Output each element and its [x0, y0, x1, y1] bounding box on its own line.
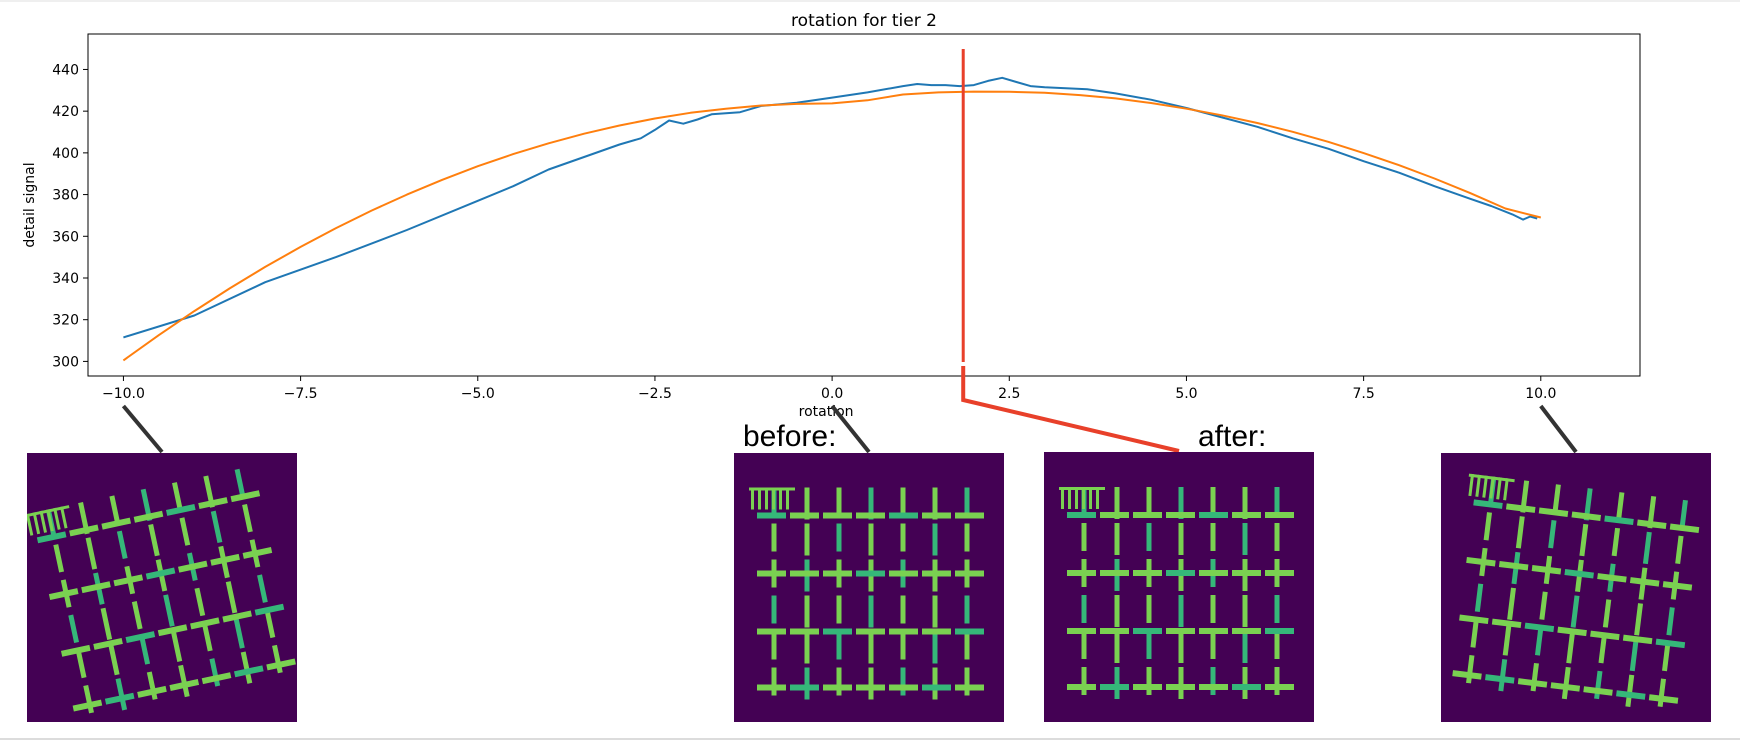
plot-area	[87, 33, 1641, 377]
y-tick-label: 420	[52, 104, 79, 120]
thumbnail-connector	[121, 404, 164, 454]
y-tick-label: 360	[52, 229, 79, 245]
x-tick-label: 7.5	[1352, 386, 1374, 402]
thumbnail-images	[27, 452, 1711, 722]
axis-ticks: −10.0 −7.5 −5.0 −2.5 0.0 2.5 5.0 7.5 10.0 300 320 3…	[52, 62, 1556, 402]
thumbnail-3	[1044, 452, 1314, 722]
series-line-1	[123, 76, 1538, 339]
y-tick-label: 340	[52, 271, 79, 287]
y-tick-label: 440	[52, 62, 79, 78]
x-tick-label: −2.5	[638, 386, 672, 402]
y-tick-label: 300	[52, 354, 79, 370]
thumbnail-4	[1441, 453, 1711, 722]
grid-pattern	[749, 487, 984, 700]
y-axis-label: detail signal	[22, 162, 38, 247]
before-caption: before:	[743, 420, 836, 453]
x-tick-label: −5.0	[461, 386, 495, 402]
x-tick-label: 5.0	[1175, 386, 1197, 402]
x-axis-label: rotation	[799, 404, 854, 420]
chart-title: rotation for tier 2	[791, 11, 937, 31]
thumbnail-2	[734, 453, 1004, 722]
thumbnail-1	[27, 453, 297, 722]
thumbnail-connectors	[121, 366, 1578, 454]
x-tick-label: 10.0	[1525, 386, 1556, 402]
x-tick-label: 0.0	[821, 386, 843, 402]
y-tick-label: 400	[52, 146, 79, 162]
x-tick-label: 2.5	[998, 386, 1020, 402]
x-tick-label: −10.0	[102, 386, 145, 402]
after-connector	[961, 366, 1180, 453]
y-tick-label: 380	[52, 188, 79, 204]
grid-pattern	[1059, 487, 1294, 699]
after-caption: after:	[1198, 420, 1266, 453]
series-line-2	[122, 90, 1542, 362]
series-lines	[122, 49, 1542, 362]
thumbnail-connector	[830, 404, 871, 454]
y-tick-label: 320	[52, 313, 79, 329]
grid-pattern	[1452, 473, 1700, 708]
thumbnail-connector	[1539, 404, 1578, 454]
grid-pattern	[27, 468, 296, 714]
x-tick-label: −7.5	[284, 386, 318, 402]
